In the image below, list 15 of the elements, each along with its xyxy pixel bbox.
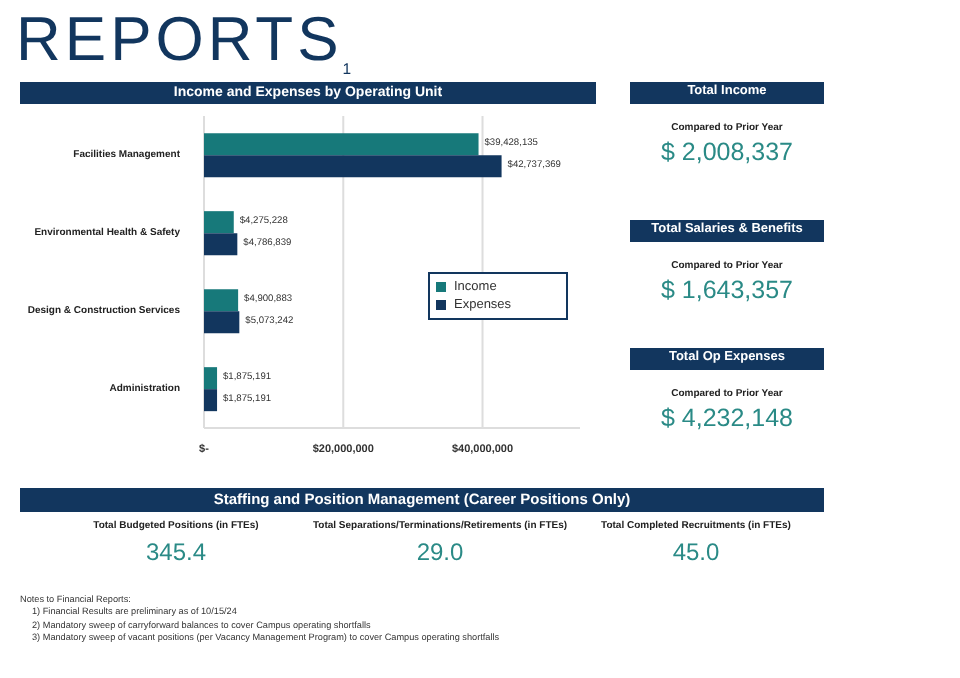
bar — [204, 289, 239, 312]
text: 29.0 — [414, 538, 466, 566]
bar — [204, 311, 240, 334]
bar — [204, 233, 238, 256]
text: 345.4 — [143, 538, 209, 566]
text: $ 1,643,357 — [658, 275, 796, 303]
bar — [204, 133, 479, 156]
text: $ 2,008,337 — [658, 137, 796, 165]
bar — [204, 211, 234, 234]
text: 45.0 — [670, 538, 722, 566]
bar — [204, 155, 502, 178]
bar — [204, 389, 218, 412]
text: REPORTS$_{1}$ — [16, 4, 356, 79]
text: $ 4,232,148 — [658, 403, 796, 431]
bar — [204, 367, 218, 390]
